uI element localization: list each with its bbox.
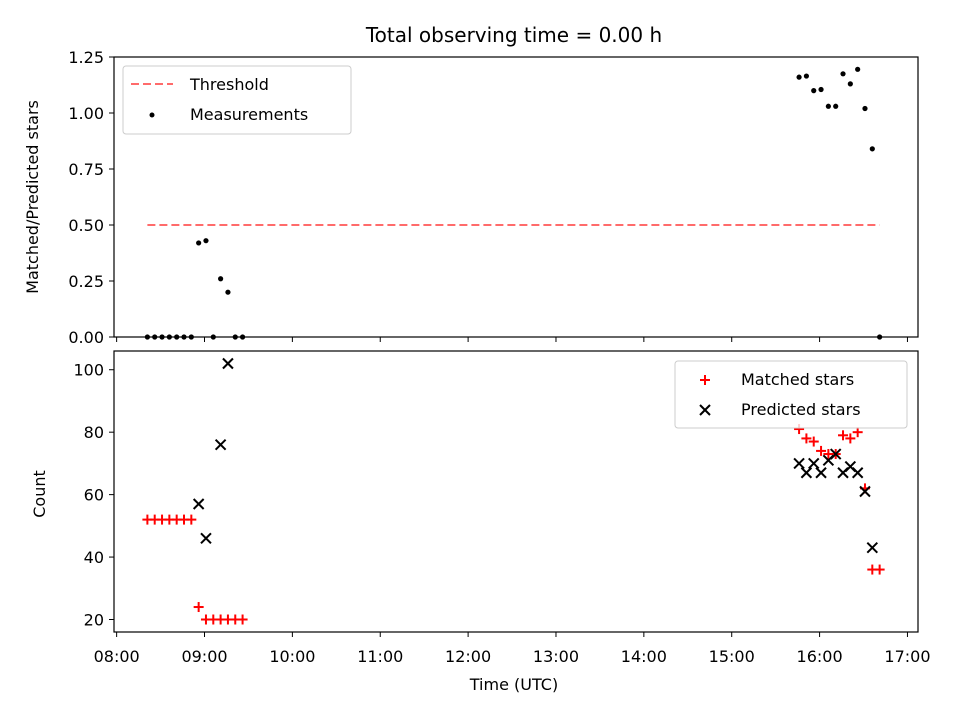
measurement-point [196,240,202,246]
top-legend-box [122,65,352,135]
predicted-star-point [808,457,820,470]
matched-star-point [852,427,863,438]
predicted-star-point [200,532,212,545]
bottom-plot-area [142,357,885,625]
predicted-star-point [851,467,864,479]
bottom-y-axis-label: Count [30,470,49,518]
bottom-legend-box [674,360,908,429]
measurement-point [825,103,831,109]
matched-star-point [237,614,248,625]
top-y-tick-label: 0.25 [68,272,104,291]
bottom-x-tick-label: 14:00 [621,647,667,666]
measurement-point [811,88,817,94]
legend-cross-glyph [699,404,711,416]
bottom-x-tick-label: 12:00 [445,647,491,666]
bottom-axes-frame [113,350,919,633]
measurement-point [225,289,231,295]
predicted-star-point [815,467,827,479]
predicted-star-point [866,541,879,554]
top-legend: Threshold Measurements [122,65,352,135]
predicted-star-point [800,467,813,479]
top-y-tick-label: 1.00 [68,104,104,123]
matched-star-point [816,445,827,456]
bottom-x-tick-label: 17:00 [884,647,930,666]
bottom-panel: 08:00 09:00 10:00 11:00 12:00 13:00 14:00 15:00… [30,350,931,694]
matched-star-point [845,433,856,444]
top-y-tick-label: 0.00 [68,328,104,347]
predicted-star-point [829,448,842,460]
bottom-x-tick-label: 13:00 [533,647,579,666]
bottom-y-axis: 20 40 60 80 100 [73,361,114,630]
measurement-point [855,66,861,72]
bottom-y-tick-label: 20 [84,611,104,630]
matched-star-point [808,436,819,447]
measurement-point [203,238,209,244]
legend-predicted-label: Predicted stars [741,400,861,419]
legend-measurements-marker [149,112,155,118]
measurement-point [847,81,853,87]
bottom-x-tick-label: 10:00 [269,647,315,666]
measurement-point [869,146,875,152]
top-x-axis [116,337,908,342]
top-y-tick-label: 0.75 [68,160,104,179]
bottom-legend: Matched stars Predicted stars [674,360,908,429]
legend-matched-marker [700,375,710,385]
top-axes-frame [113,56,919,338]
bottom-y-tick-label: 80 [84,423,104,442]
x-axis-label: Time (UTC) [469,675,558,694]
measurement-point [840,71,846,77]
predicted-star-point [222,357,234,370]
top-panel: 0.00 0.25 0.50 0.75 1.00 1.25 Matched/Predict… [23,48,919,347]
figure-title: Total observing time = 0.00 h [365,23,662,47]
predicted-star-point [859,485,871,498]
matched-star-point [801,433,812,444]
predicted-star-point [214,438,227,451]
legend-threshold-label: Threshold [189,75,269,94]
measurement-point [803,73,810,79]
bottom-x-tick-label: 09:00 [181,647,227,666]
measurement-point [833,103,839,109]
top-y-axis-label: Matched/Predicted stars [23,100,42,294]
bottom-y-tick-label: 100 [73,361,104,380]
bottom-x-tick-label: 11:00 [357,647,403,666]
predicted-star-point [192,498,205,510]
bottom-x-tick-label: 16:00 [797,647,843,666]
matched-star-point [874,564,885,575]
bottom-x-axis: 08:00 09:00 10:00 11:00 12:00 13:00 14:00 15:00… [94,632,931,666]
legend-matched-label: Matched stars [741,370,854,389]
measurement-point [796,74,802,80]
measurement-point [218,276,224,282]
bottom-x-tick-label: 08:00 [94,647,140,666]
top-y-axis: 0.00 0.25 0.50 0.75 1.00 1.25 [68,48,114,347]
measurement-point [818,86,824,93]
measurement-point [862,105,868,112]
matched-star-point [838,430,849,441]
top-plot-area [144,66,883,340]
bottom-y-tick-label: 40 [84,548,104,567]
top-y-tick-label: 0.50 [68,216,104,235]
legend-predicted-marker [699,404,711,416]
matched-star-point [193,602,204,613]
top-y-tick-label: 1.25 [68,48,104,67]
predicted-star-point [793,457,805,470]
legend-measurements-label: Measurements [190,105,308,124]
bottom-y-tick-label: 60 [84,486,104,505]
legend-plus-glyph [700,375,710,385]
bottom-x-tick-label: 15:00 [709,647,755,666]
matched-star-point [186,514,197,525]
